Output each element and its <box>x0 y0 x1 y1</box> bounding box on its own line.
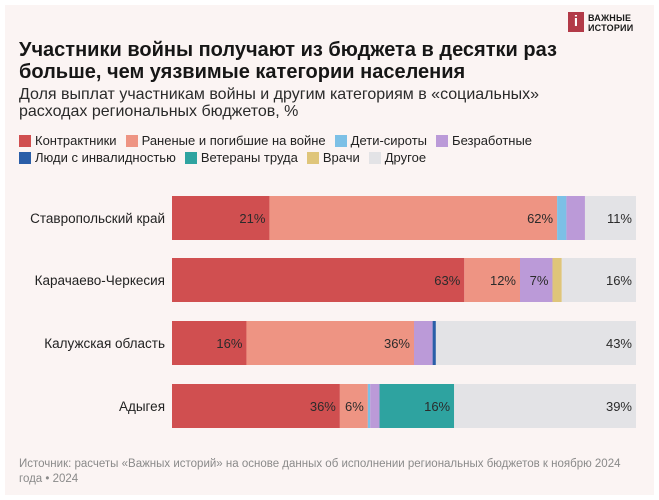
category-label: Калужская область <box>44 336 165 351</box>
legend-row: Контрактники Раненые и погибшие на войне Д… <box>19 132 619 149</box>
data-label: 36% <box>384 336 410 351</box>
bar-segment <box>552 258 562 302</box>
category-label: Адыгея <box>119 399 165 414</box>
logo-mark-icon: i <box>568 12 584 32</box>
data-label: 36% <box>310 399 336 414</box>
bar-segment <box>435 321 636 365</box>
legend: Контрактники Раненые и погибшие на войне Д… <box>19 132 619 166</box>
data-label: 16% <box>216 336 242 351</box>
legend-item: Люди с инвалидностью <box>19 149 176 166</box>
legend-label: Раненые и погибшие на войне <box>141 133 326 148</box>
legend-item: Раненые и погибшие на войне <box>125 132 326 149</box>
bar-segment <box>172 384 340 428</box>
bar-segment <box>520 258 553 302</box>
data-label: 12% <box>490 273 516 288</box>
data-label: 43% <box>606 336 632 351</box>
data-label: 6% <box>345 399 364 414</box>
bar-segment <box>584 196 636 240</box>
legend-swatch <box>436 134 449 147</box>
legend-label: Дети-сироты <box>350 133 428 148</box>
legend-item: Безработные <box>436 132 532 149</box>
bar-segment <box>269 196 558 240</box>
legend-swatch <box>306 151 319 164</box>
legend-label: Контрактники <box>35 133 117 148</box>
legend-label: Другое <box>384 150 427 165</box>
data-label: 16% <box>424 399 450 414</box>
data-label: 11% <box>607 211 632 226</box>
bar-segment <box>172 321 247 365</box>
bar-segment <box>339 384 368 428</box>
legend-swatch <box>19 134 31 147</box>
brand-logo: i ВАЖНЫЕ ИСТОРИИ <box>568 12 638 34</box>
category-label: Карачаево-Черкесия <box>35 273 165 288</box>
legend-label: Врачи <box>322 150 360 165</box>
logo-text: ВАЖНЫЕ ИСТОРИИ <box>588 13 634 33</box>
legend-swatch <box>125 134 138 147</box>
legend-item: Контрактники <box>19 132 117 149</box>
chart-subtitle: Доля выплат участникам войны и другим ка… <box>19 86 540 120</box>
legend-label: Безработные <box>452 133 533 148</box>
bar-segment <box>464 258 520 302</box>
data-label: 21% <box>239 211 265 226</box>
legend-swatch <box>19 151 31 164</box>
bar-row: Адыгея 36% 6% 16% 39% <box>119 384 636 428</box>
bar-segment <box>454 384 636 428</box>
bar-segment <box>566 196 585 240</box>
legend-item: Ветераны труда <box>184 149 298 166</box>
bar-segment <box>172 196 270 240</box>
data-label: 62% <box>527 211 553 226</box>
bar-segment <box>561 258 636 302</box>
bar-segment <box>172 258 465 302</box>
bar-segment <box>432 321 436 365</box>
bar-segment <box>414 321 433 365</box>
legend-swatch <box>368 151 381 164</box>
legend-label: Ветераны труда <box>200 150 298 165</box>
data-label: 16% <box>606 273 632 288</box>
legend-swatch <box>184 151 197 164</box>
bar-row: Калужская область 16% 36% 43% <box>44 321 636 365</box>
bar-segment <box>557 196 567 240</box>
legend-item: Врачи <box>306 149 360 166</box>
legend-row: Люди с инвалидностью Ветераны труда Врачи Д… <box>19 149 619 166</box>
data-label: 39% <box>606 399 632 414</box>
chart-title: Участники войны получают из бюджета в де… <box>19 39 557 83</box>
data-label: 7% <box>530 273 549 288</box>
bar-segment <box>379 384 455 428</box>
data-label: 63% <box>434 273 460 288</box>
bar-segment <box>370 384 380 428</box>
bar-row: Ставропольский край 21% 62% 11% <box>30 196 636 240</box>
legend-swatch <box>334 134 347 147</box>
legend-item: Другое <box>368 149 427 166</box>
bar-segment <box>246 321 415 365</box>
legend-label: Люди с инвалидностью <box>35 150 176 165</box>
source-note: Источник: расчеты «Важных историй» на ос… <box>19 458 621 485</box>
legend-item: Дети-сироты <box>334 132 428 149</box>
bar-row: Карачаево-Черкесия 63% 12% 7% 16% <box>35 258 636 302</box>
bar-segment <box>367 384 371 428</box>
category-label: Ставропольский край <box>30 211 165 226</box>
